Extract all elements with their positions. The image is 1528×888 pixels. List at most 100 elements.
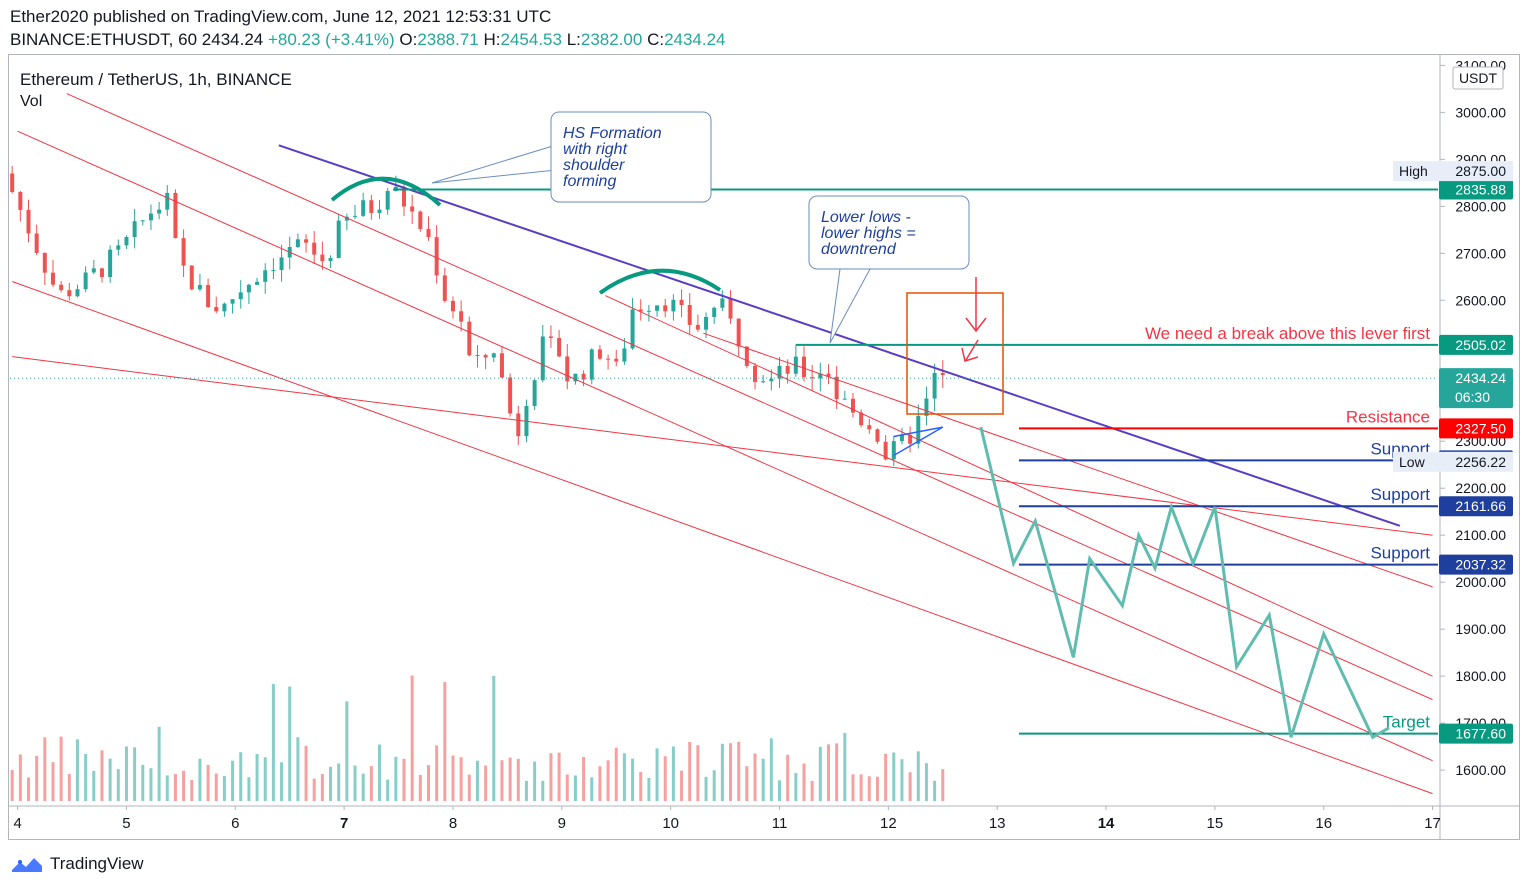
candle-body	[712, 307, 717, 317]
candle-body	[736, 318, 741, 347]
volume-bar	[92, 770, 96, 801]
shoulder-arc	[598, 268, 722, 295]
hs-callout-line-2: shoulder	[563, 157, 625, 174]
line-channel-low	[12, 281, 1433, 795]
volume-bar	[875, 776, 879, 801]
volume-bar	[867, 776, 871, 801]
level-2327-annotation: Resistance	[1346, 407, 1430, 426]
volume-bar	[859, 774, 863, 801]
volume-bar	[190, 780, 194, 801]
candle-body	[148, 213, 153, 221]
candle-body	[859, 412, 864, 426]
candle-body	[434, 237, 439, 276]
volume-bar	[320, 774, 324, 801]
volume-bar	[255, 753, 259, 801]
volume-bar	[353, 765, 357, 801]
level-2037-tag	[1439, 554, 1513, 575]
volume-bar	[247, 777, 251, 801]
volume-bar	[696, 745, 700, 801]
candle-body	[344, 216, 349, 221]
candle-body	[50, 272, 55, 285]
volume-bar	[492, 675, 496, 801]
y-tick-label-2700: 2700.00	[1455, 245, 1506, 261]
candle-body	[320, 254, 325, 262]
downtrend-callout-line-2: downtrend	[821, 241, 897, 258]
volume-bar	[418, 774, 422, 801]
volume-bar	[443, 682, 447, 801]
volume-bar	[435, 745, 439, 801]
candle-body	[132, 221, 137, 238]
candle-body	[630, 309, 635, 349]
candle-body	[728, 298, 733, 319]
chart-frame[interactable]	[8, 54, 1520, 840]
candle-body	[157, 209, 162, 214]
volume-bar	[451, 755, 455, 801]
head-arc	[330, 176, 442, 207]
volume-bar	[304, 745, 308, 801]
candles	[10, 166, 945, 466]
candle-body	[540, 336, 545, 381]
last-value: 2434.24	[201, 30, 264, 49]
close-value: 2434.24	[664, 30, 726, 49]
volume-bar	[288, 686, 292, 801]
line-wide-channel	[12, 356, 1433, 536]
x-tick-label-13: 13	[989, 815, 1006, 832]
x-tick-label-12: 12	[880, 815, 897, 832]
volume-bar	[378, 744, 382, 801]
candle-body	[557, 338, 562, 357]
volume-bar	[231, 760, 235, 801]
volume-bar	[598, 766, 602, 801]
volume-bar	[59, 736, 63, 801]
candle-body	[140, 220, 145, 222]
volume-bar	[663, 756, 667, 801]
volume-bar	[43, 737, 47, 801]
candle-body	[26, 209, 31, 234]
volume-bar	[214, 773, 218, 801]
line-channel-inner	[605, 295, 1433, 677]
volume-bar	[133, 747, 137, 801]
volume-bar	[941, 769, 945, 801]
volume-bar	[524, 780, 528, 801]
volume-bar	[18, 754, 22, 801]
volume-bar	[361, 773, 365, 801]
tradingview-footer[interactable]: TradingView	[10, 852, 144, 876]
last-price-tag	[1439, 368, 1513, 409]
candle-body	[116, 245, 121, 250]
volume-bar	[329, 766, 333, 801]
volume-bar	[802, 763, 806, 801]
candle-body	[312, 242, 317, 255]
volume-bar	[345, 701, 349, 801]
y-tick-label-2000: 2000.00	[1455, 574, 1506, 590]
volume-bars	[10, 675, 945, 801]
volume-bar	[312, 778, 316, 801]
candle-body	[818, 373, 823, 379]
candle-body	[108, 249, 113, 278]
volume-bar	[386, 779, 390, 801]
candle-body	[850, 398, 855, 413]
candle-body	[622, 348, 627, 362]
x-tick-label-5: 5	[122, 815, 130, 832]
volume-bar	[631, 758, 635, 801]
y-tick-label-3000: 3000.00	[1455, 104, 1506, 120]
downtrend-callout-line-0: Lower lows -	[821, 209, 911, 226]
candle-body	[753, 365, 758, 382]
level-2161-annotation: Support	[1370, 485, 1430, 504]
volume-bar	[729, 743, 733, 801]
volume-bar	[500, 760, 504, 801]
volume-bar	[769, 738, 773, 801]
down-arrow-icon	[965, 277, 987, 333]
volume-bar	[778, 780, 782, 801]
volume-bar	[573, 775, 577, 801]
candle-body	[246, 284, 251, 293]
volume-bar	[908, 772, 912, 801]
symbol: BINANCE:ETHUSDT, 60	[10, 30, 198, 49]
volume-bar	[794, 773, 798, 801]
downtrend-callout-box	[808, 195, 970, 270]
low-label-bg	[1393, 451, 1513, 472]
volume-bar	[557, 752, 561, 801]
volume-bar	[182, 770, 186, 801]
volume-bar	[165, 775, 169, 801]
volume-bar	[116, 769, 120, 801]
